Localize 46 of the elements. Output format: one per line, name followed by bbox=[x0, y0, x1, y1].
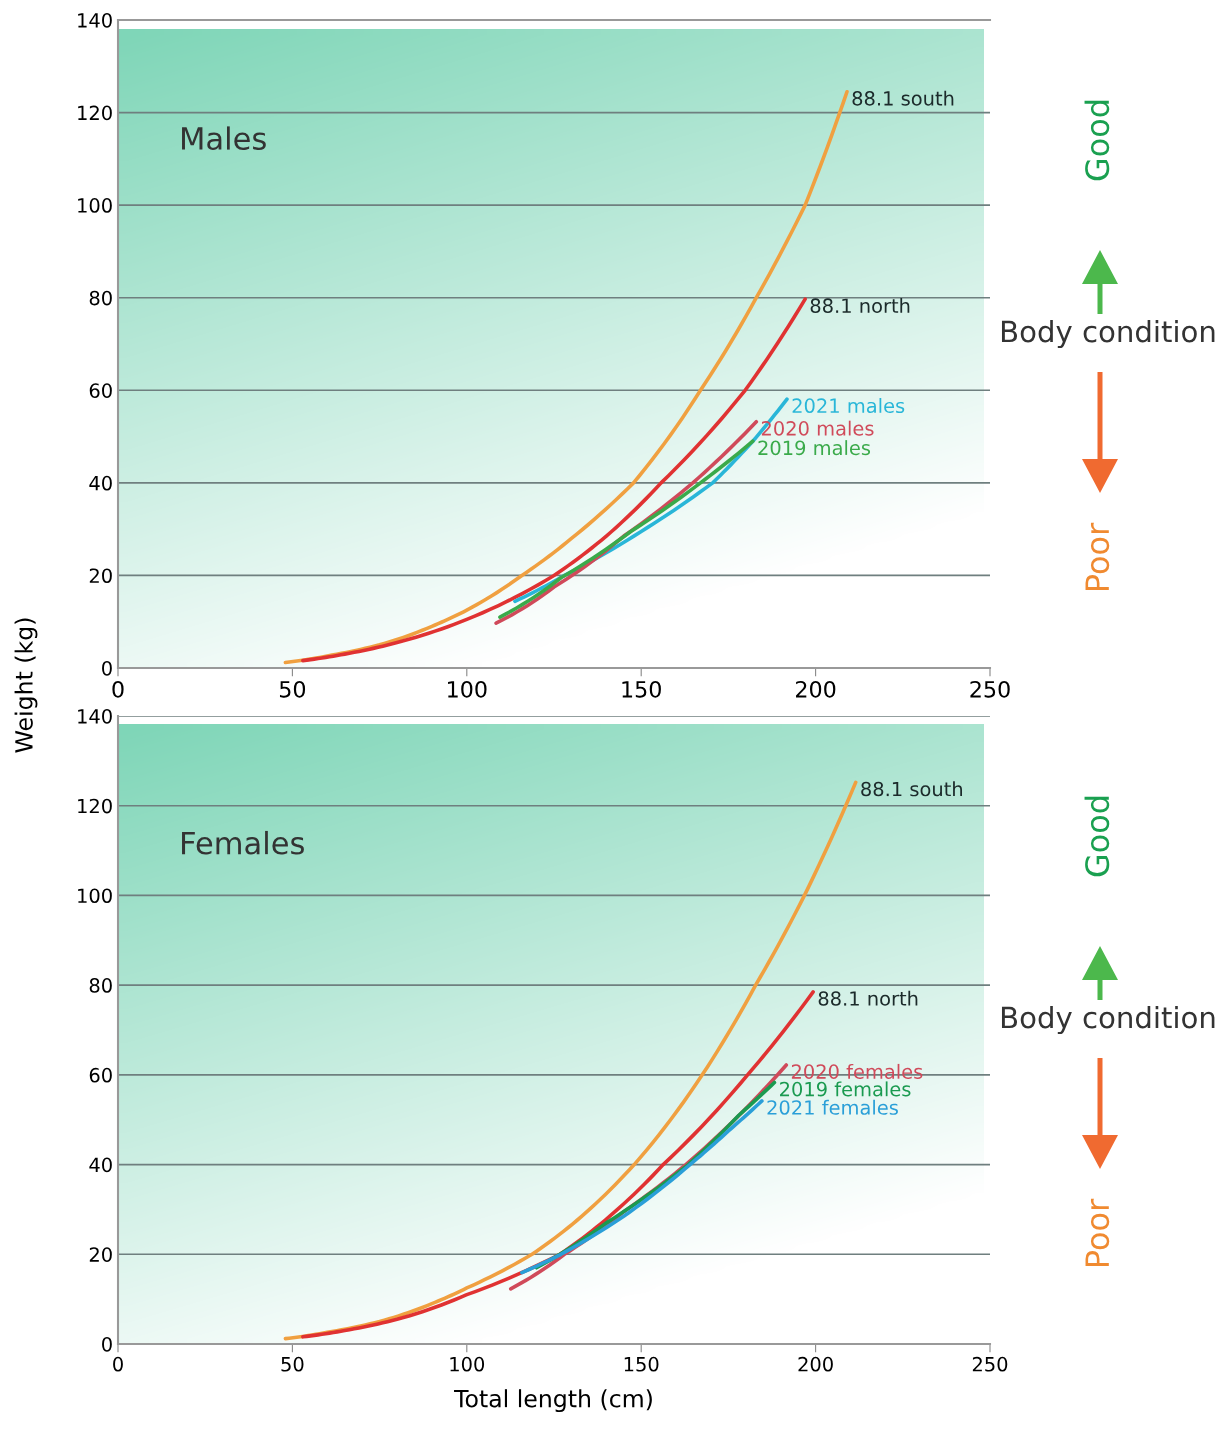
y-tick-label: 60 bbox=[89, 383, 112, 398]
y-tick-label: 0 bbox=[102, 1336, 112, 1352]
x-tick-label: 250 bbox=[972, 1356, 1008, 1372]
y-tick-label: 120 bbox=[78, 105, 112, 121]
x-tick-label: 150 bbox=[624, 1356, 659, 1372]
series-label: 2021 females bbox=[767, 1099, 898, 1115]
y-tick-label: 140 bbox=[78, 708, 112, 724]
y-tick-label: 20 bbox=[89, 568, 112, 584]
text: Poor bbox=[1085, 1198, 1110, 1267]
series-label: 88.1 north bbox=[818, 990, 918, 1006]
text: Body condition bbox=[1001, 1005, 1215, 1035]
series-label: 2019 females bbox=[780, 1081, 911, 1097]
text: Good bbox=[1084, 100, 1110, 181]
y-tick-label: 100 bbox=[78, 888, 112, 904]
x-axis-title: Total length (cm) bbox=[454, 1389, 652, 1413]
series-label: 88.1 north bbox=[810, 298, 910, 314]
x-tick-label: 100 bbox=[448, 680, 487, 698]
y-tick-label: 100 bbox=[78, 198, 112, 213]
series-label: 2020 males bbox=[761, 420, 874, 436]
x-tick-label: 200 bbox=[798, 1356, 833, 1372]
x-tick-label: 50 bbox=[281, 1356, 304, 1372]
y-tick-label: 40 bbox=[89, 475, 112, 491]
series-label: 88.1 south bbox=[852, 90, 954, 106]
text: Females bbox=[182, 830, 304, 855]
y-tick-label: 140 bbox=[78, 12, 112, 28]
x-tick-label: 250 bbox=[970, 680, 1010, 698]
y-tick-label: 60 bbox=[89, 1067, 112, 1083]
x-tick-label: 200 bbox=[796, 680, 836, 698]
series-label: 2021 males bbox=[792, 398, 905, 414]
series-label: 88.1 south bbox=[861, 781, 962, 797]
y-axis-title: Weight (kg) bbox=[14, 618, 38, 753]
y-tick-label: 80 bbox=[89, 978, 112, 993]
y-tick-label: 20 bbox=[89, 1247, 112, 1262]
series-label: 2019 males bbox=[758, 440, 871, 456]
y-tick-label: 40 bbox=[89, 1157, 112, 1173]
x-tick-label: 150 bbox=[622, 680, 661, 698]
x-tick-label: 0 bbox=[113, 1356, 123, 1372]
text: Good bbox=[1084, 796, 1110, 877]
text: Body condition bbox=[1001, 319, 1215, 349]
text: Males bbox=[182, 126, 266, 151]
x-tick-label: 100 bbox=[450, 1356, 485, 1372]
y-tick-label: 80 bbox=[89, 290, 112, 306]
x-tick-label: 50 bbox=[279, 680, 306, 698]
text: Poor bbox=[1085, 522, 1110, 591]
y-tick-label: 120 bbox=[78, 798, 112, 814]
y-tick-label: 0 bbox=[102, 660, 112, 676]
